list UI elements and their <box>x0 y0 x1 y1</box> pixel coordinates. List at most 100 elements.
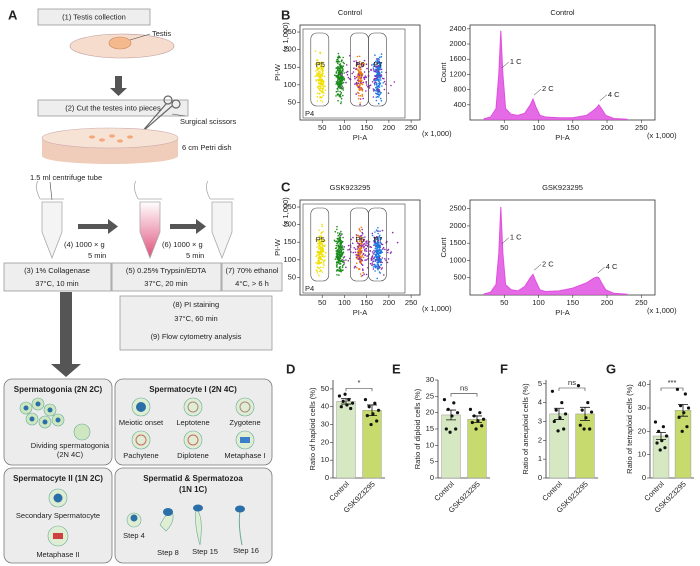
data-point <box>468 407 473 411</box>
data-point <box>446 407 450 411</box>
event-dot <box>337 65 339 68</box>
data-point <box>345 403 349 407</box>
event-dot <box>363 238 366 241</box>
event-dot <box>373 244 375 246</box>
y-tick-label: 10 <box>638 450 646 459</box>
event-dot <box>355 234 358 236</box>
event-dot <box>361 64 363 66</box>
treatment-step: (5) 0.25% Trypsin/EDTA <box>126 266 206 275</box>
step-box <box>37 8 151 26</box>
event-dot <box>337 80 339 82</box>
event-dot <box>320 66 322 68</box>
event-dot <box>355 82 358 85</box>
event-dot <box>340 239 342 242</box>
event-dot <box>370 69 372 71</box>
annotation: 6 cm Petri dish <box>182 143 232 152</box>
event-dot <box>321 79 324 82</box>
event-dot <box>361 274 364 277</box>
event-dot <box>319 86 321 88</box>
event-dot <box>358 79 361 82</box>
event-dot <box>321 96 323 98</box>
event-dot <box>325 251 327 254</box>
event-dot <box>381 251 384 254</box>
event-dot <box>340 268 342 271</box>
cell-label: Step 4 <box>123 531 145 540</box>
x-tick-label: 100 <box>532 123 545 132</box>
event-dot <box>357 65 360 68</box>
event-dot <box>322 61 324 64</box>
event-dot <box>378 260 381 263</box>
event-dot <box>356 55 359 58</box>
event-dot <box>339 94 342 97</box>
event-dot <box>319 83 322 85</box>
plot-title: GSK923295 <box>330 183 371 192</box>
event-dot <box>334 247 337 250</box>
gate-label: P5 <box>316 60 325 69</box>
event-dot <box>340 79 343 82</box>
event-dot <box>376 73 378 76</box>
event-dot <box>317 250 320 253</box>
event-dot <box>358 95 360 97</box>
event-dot <box>319 235 322 237</box>
event-dot <box>376 235 378 238</box>
bar <box>652 435 670 479</box>
event-dot <box>316 251 319 254</box>
event-dot <box>381 267 384 269</box>
event-dot <box>364 244 367 247</box>
event-dot <box>375 255 377 257</box>
event-dot <box>314 75 317 78</box>
event-dot <box>339 90 342 93</box>
y-tick-label: 40 <box>321 402 329 411</box>
event-dot <box>355 262 358 265</box>
event-dot <box>361 74 363 77</box>
step-box <box>37 99 189 117</box>
event-dot <box>355 254 357 256</box>
event-dot <box>321 225 324 228</box>
event-dot <box>342 251 344 254</box>
event-dot <box>386 261 389 264</box>
event-dot <box>342 76 345 78</box>
event-dot <box>374 231 376 233</box>
event-dot <box>316 266 319 269</box>
leader <box>49 181 53 201</box>
event-dot <box>347 76 350 79</box>
event-dot <box>339 68 341 70</box>
event-dot <box>373 251 376 253</box>
event-dot <box>340 230 342 233</box>
event-dot <box>345 81 347 84</box>
event-dot <box>378 254 380 256</box>
event-dot <box>380 53 383 55</box>
event-dot <box>341 71 343 73</box>
event-dot <box>336 274 338 276</box>
event-dot <box>375 251 378 253</box>
event-dot <box>359 71 362 73</box>
panel-label: F <box>500 361 508 376</box>
event-dot <box>374 241 377 243</box>
event-dot <box>354 83 356 85</box>
x-tick-label: 50 <box>318 298 326 307</box>
event-dot <box>359 72 362 74</box>
event-dot <box>361 62 363 65</box>
event-dot <box>342 236 344 239</box>
event-dot <box>320 89 322 92</box>
bar <box>441 414 461 479</box>
event-dot <box>345 259 347 261</box>
event-dot <box>357 79 359 82</box>
event-dot <box>337 77 340 80</box>
event-dot <box>357 97 360 100</box>
y-tick-label: 30 <box>321 420 329 429</box>
event-dot <box>373 82 376 84</box>
event-dot <box>391 231 394 234</box>
histogram-fill <box>483 30 628 121</box>
cell-subtitle: (1N 1C) <box>179 485 207 494</box>
data-point <box>373 401 377 405</box>
event-dot <box>353 247 356 249</box>
annotation: Surgical scissors <box>180 117 237 126</box>
event-dot <box>321 249 323 251</box>
event-dot <box>376 89 379 91</box>
event-dot <box>358 74 361 76</box>
event-dot <box>346 73 349 76</box>
event-dot <box>321 255 324 258</box>
event-dot <box>338 274 340 276</box>
event-dot <box>377 92 379 94</box>
